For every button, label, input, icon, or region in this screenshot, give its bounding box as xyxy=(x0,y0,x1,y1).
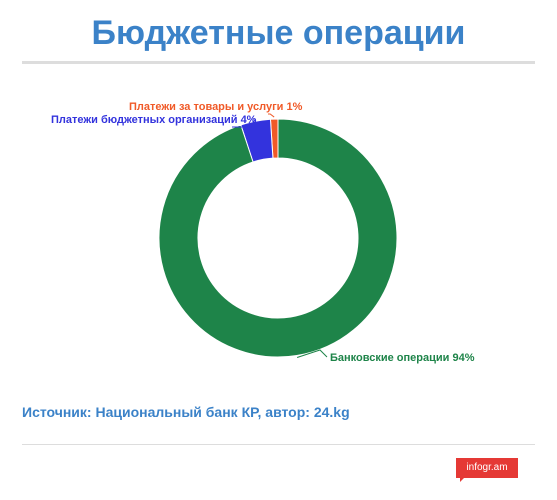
source-note: Источник: Национальный банк КР, автор: 2… xyxy=(22,404,350,420)
leader-line-1 xyxy=(232,118,256,128)
donut-chart: Банковские операции 94% Платежи бюджетных… xyxy=(51,101,475,364)
slice-label-0: Банковские операции 94% xyxy=(330,352,475,364)
slice-labels: Банковские операции 94% Платежи бюджетных… xyxy=(51,101,475,364)
logo-tail-shape xyxy=(460,476,466,482)
slice-label-1: Платежи бюджетных организаций 4% xyxy=(51,114,257,126)
leader-line-2 xyxy=(268,113,275,118)
infogram-logo[interactable]: infogr.am xyxy=(456,458,518,478)
footer-divider xyxy=(22,444,535,445)
chart-title: Бюджетные операции xyxy=(91,14,466,52)
slice-label-2: Платежи за товары и услуги 1% xyxy=(129,101,303,113)
title-divider xyxy=(22,61,535,64)
slice-0 xyxy=(158,118,398,358)
leader-line-0 xyxy=(296,349,328,358)
donut-slices xyxy=(158,118,398,358)
label-leaders xyxy=(232,113,328,358)
